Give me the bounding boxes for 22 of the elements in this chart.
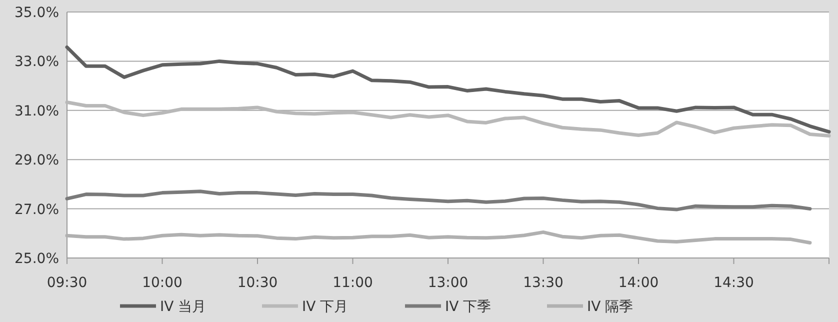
- line-series: [65, 100, 831, 138]
- line-series: [65, 45, 831, 134]
- legend-label: IV 当月: [160, 299, 206, 315]
- line-series: [65, 230, 812, 244]
- y-tick-label: 25.0%: [14, 251, 59, 267]
- y-tick-label: 31.0%: [14, 103, 59, 120]
- x-tick-label: 10:00: [142, 275, 182, 291]
- y-tick-label: 35.0%: [14, 5, 59, 21]
- legend-label: IV 隔季: [587, 299, 634, 315]
- y-tick-label: 29.0%: [14, 152, 59, 169]
- x-tick-label: 14:00: [618, 275, 659, 291]
- y-tick-label: 33.0%: [14, 54, 59, 70]
- x-tick-label: 09:30: [46, 275, 88, 291]
- x-tick-label: 10:30: [237, 275, 278, 291]
- legend-label: IV 下季: [445, 299, 492, 315]
- x-tick-label: 14:30: [714, 275, 754, 291]
- line-series: [65, 190, 812, 212]
- x-tick-label: 13:30: [523, 275, 564, 291]
- x-tick-label: 11:00: [332, 275, 373, 291]
- legend-label: IV 下月: [302, 299, 348, 315]
- x-tick-label: 13:00: [428, 275, 468, 291]
- y-tick-label: 27.0%: [14, 202, 59, 218]
